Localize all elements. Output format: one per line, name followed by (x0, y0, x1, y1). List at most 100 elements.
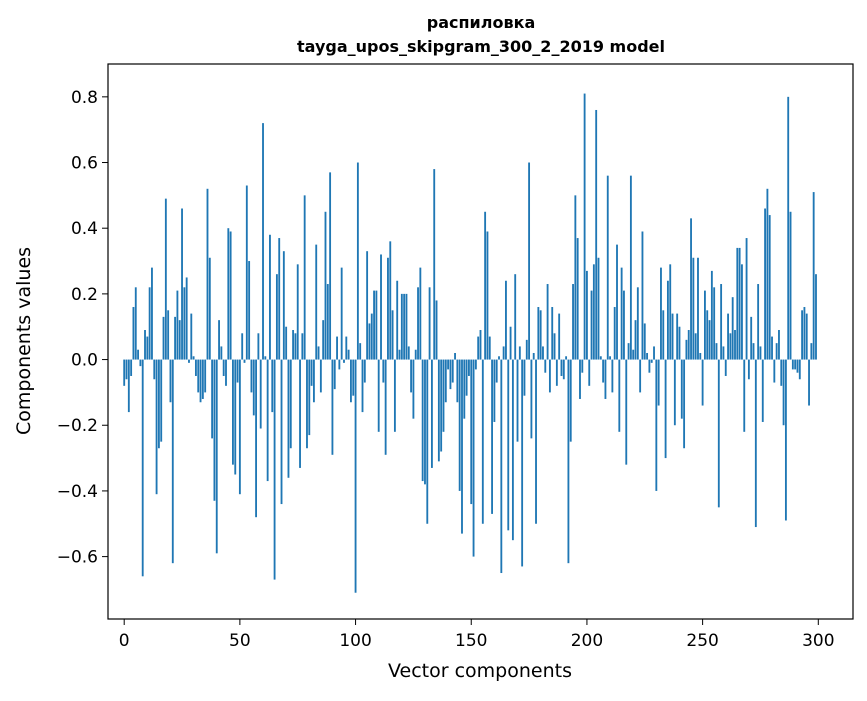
bar (745, 238, 748, 360)
bar (784, 359, 787, 521)
bar (248, 261, 251, 360)
bars (123, 93, 817, 593)
bar (319, 359, 322, 393)
bar (565, 356, 568, 360)
bar (616, 244, 618, 360)
bar (449, 359, 452, 390)
bar (222, 359, 225, 376)
bar (505, 280, 507, 360)
bar (387, 257, 389, 360)
bar (347, 349, 350, 360)
bar (632, 349, 635, 360)
bar (183, 287, 186, 360)
bar (690, 218, 692, 360)
bar (141, 359, 144, 577)
y-axis-ticks: −0.6 −0.4 −0.2 0.0 0.2 0.4 0.6 0.8 (57, 88, 108, 568)
x-axis-label: Vector components (388, 660, 572, 682)
bar (340, 267, 343, 360)
bar (530, 359, 533, 439)
bar (666, 280, 669, 360)
bar (636, 287, 639, 360)
bar (190, 313, 193, 360)
bar (405, 293, 408, 360)
bar (717, 359, 720, 508)
bar (750, 316, 753, 360)
bar (511, 359, 514, 541)
bar (363, 359, 366, 383)
bar (604, 359, 607, 399)
bar (433, 169, 436, 360)
x-tick-label: 150 (455, 631, 487, 651)
chart-title: распиловка (427, 13, 536, 32)
bar (602, 359, 605, 383)
bar (262, 123, 264, 360)
bar (310, 359, 313, 386)
x-tick-label: 100 (339, 631, 371, 651)
bar (350, 359, 352, 403)
bar (664, 359, 667, 459)
bar (613, 307, 616, 360)
bar (343, 359, 345, 363)
bar (229, 231, 232, 360)
bar (435, 300, 438, 360)
bar (796, 359, 799, 373)
bar (609, 356, 611, 360)
bar (278, 238, 281, 360)
bar (410, 359, 413, 393)
bar (539, 310, 542, 360)
bar (377, 359, 380, 432)
bar (801, 310, 804, 360)
bar (752, 343, 755, 360)
bar (747, 359, 750, 380)
bar (407, 346, 410, 360)
y-tick-label: −0.2 (57, 416, 98, 436)
bar (275, 274, 278, 360)
y-tick-label: 0.6 (71, 154, 98, 174)
bar (542, 346, 544, 360)
bar (546, 284, 549, 360)
bar (208, 257, 211, 360)
bar (625, 359, 628, 465)
bar (370, 313, 373, 360)
bar (509, 326, 512, 360)
bar (315, 244, 318, 360)
bar (764, 208, 767, 360)
bar (243, 359, 246, 363)
bar (738, 247, 741, 360)
bar (264, 356, 267, 360)
bar (213, 359, 216, 501)
bar (592, 264, 595, 360)
bar (810, 343, 813, 360)
bar (641, 231, 644, 360)
bar (282, 251, 285, 360)
bar (583, 93, 586, 360)
bar (164, 198, 167, 360)
bar (789, 211, 792, 360)
bar (474, 359, 477, 370)
bar (629, 175, 632, 360)
bar (414, 349, 417, 360)
bar (493, 359, 496, 422)
bar (169, 359, 172, 403)
bar (655, 359, 658, 491)
bar (778, 330, 780, 360)
bar (634, 320, 637, 360)
bar (588, 359, 591, 386)
bar (139, 359, 142, 367)
bar (671, 313, 674, 360)
bar (720, 284, 723, 360)
bar (787, 96, 790, 360)
bar (595, 109, 598, 360)
bar (317, 346, 320, 360)
bar (366, 251, 369, 360)
bar (303, 195, 306, 360)
bar (465, 359, 468, 396)
bar (412, 359, 415, 419)
bar (421, 359, 424, 482)
bar (151, 267, 153, 360)
bar (352, 359, 355, 396)
bar (271, 359, 274, 413)
bar (127, 359, 130, 413)
bar (454, 352, 456, 360)
